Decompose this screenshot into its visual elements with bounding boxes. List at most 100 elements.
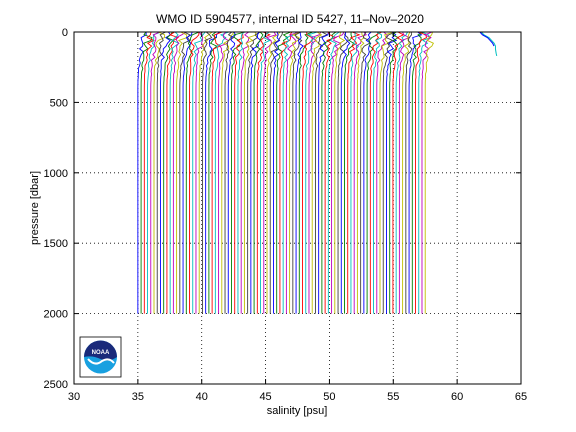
profile-line xyxy=(240,31,250,314)
profile-line xyxy=(392,31,405,314)
profile-line xyxy=(415,31,428,314)
profile-line xyxy=(363,31,372,314)
profile-line xyxy=(418,31,431,314)
outlier-profile-line xyxy=(479,31,495,47)
profile-line xyxy=(237,31,245,314)
profile-line xyxy=(379,31,395,314)
profile-line xyxy=(314,31,329,314)
profile-line xyxy=(224,31,235,314)
profile-line xyxy=(337,31,349,314)
profile-line xyxy=(353,31,367,314)
profile-line xyxy=(285,31,301,314)
x-tick-label: 50 xyxy=(323,391,335,403)
profile-line xyxy=(195,31,205,314)
x-tick-label: 30 xyxy=(68,391,80,403)
profile-line xyxy=(276,31,291,314)
profile-line xyxy=(243,31,258,314)
x-tick-label: 45 xyxy=(259,391,271,403)
profile-line xyxy=(350,31,360,314)
profile-line xyxy=(366,31,380,314)
profile-line xyxy=(421,31,433,314)
profile-line xyxy=(282,31,297,314)
y-tick-label: 2000 xyxy=(44,309,68,321)
profile-line xyxy=(214,31,230,314)
profile-line xyxy=(398,31,411,314)
profile-line xyxy=(250,31,262,314)
chart-title: WMO ID 5904577, internal ID 5427, 11–Nov… xyxy=(156,12,424,26)
profile-line xyxy=(318,31,329,314)
profile-line xyxy=(340,31,351,314)
y-axis-ticks: 0 500 1000 1500 2000 2500 xyxy=(44,27,521,391)
profile-line xyxy=(198,31,213,314)
y-tick-label: 1500 xyxy=(44,238,68,250)
profile-line xyxy=(382,31,396,314)
profile-line xyxy=(273,31,281,314)
profile-line xyxy=(260,31,271,314)
x-tick-label: 55 xyxy=(387,391,399,403)
profile-line xyxy=(189,31,200,314)
profile-line xyxy=(192,31,206,314)
profile-line xyxy=(182,31,193,314)
profile-line xyxy=(169,31,180,314)
profile-line xyxy=(247,31,261,314)
profile-line xyxy=(153,31,166,314)
profile-line xyxy=(373,31,383,314)
profile-line xyxy=(208,31,218,314)
profile-line xyxy=(334,31,346,314)
profile-line xyxy=(140,31,153,314)
profile-line xyxy=(156,31,166,314)
y-axis-label: pressure [dbar] xyxy=(29,171,41,245)
profile-line xyxy=(166,31,180,314)
profile-line xyxy=(289,31,301,314)
plot-area xyxy=(137,31,498,314)
profile-line xyxy=(376,31,388,314)
x-tick-label: 35 xyxy=(132,391,144,403)
profile-line xyxy=(234,31,244,314)
profile-line xyxy=(424,31,434,314)
x-tick-label: 60 xyxy=(451,391,463,403)
profile-line xyxy=(269,31,284,314)
profile-line xyxy=(211,31,223,314)
profile-line xyxy=(263,31,277,314)
profile-line xyxy=(150,31,161,314)
x-axis-label: salinity [psu] xyxy=(267,405,328,417)
profile-line xyxy=(327,31,340,314)
profile-line xyxy=(389,31,400,314)
profile-line xyxy=(205,31,220,314)
x-tick-label: 40 xyxy=(196,391,208,403)
profile-line xyxy=(292,31,303,314)
profile-line xyxy=(347,31,361,314)
profile-line xyxy=(369,31,382,314)
profile-line xyxy=(411,31,425,314)
y-tick-label: 1000 xyxy=(44,168,68,180)
profile-line xyxy=(302,31,313,314)
profile-line xyxy=(386,31,398,314)
y-tick-label: 2500 xyxy=(44,379,68,391)
svg-text:NOAA: NOAA xyxy=(92,350,110,356)
profile-line xyxy=(356,31,365,314)
profile-line xyxy=(176,31,188,314)
profile-line xyxy=(408,31,423,314)
noaa-logo: NOAA xyxy=(79,336,122,378)
profile-line xyxy=(143,31,156,314)
profile-line xyxy=(160,31,172,314)
profile-line xyxy=(137,31,147,314)
profile-line xyxy=(395,31,408,314)
x-axis-ticks: 30 35 40 45 50 55 60 65 xyxy=(68,32,527,403)
profile-line xyxy=(405,31,413,314)
profile-line xyxy=(172,31,187,314)
profile-line xyxy=(201,31,213,314)
outlier-profile-line xyxy=(481,31,498,57)
profile-line xyxy=(227,31,237,314)
profile-line xyxy=(279,31,293,314)
profile-line xyxy=(231,31,246,314)
profile-line xyxy=(311,31,323,314)
profile-line xyxy=(221,31,235,314)
profile-line xyxy=(324,31,337,314)
profile-line xyxy=(305,31,318,314)
profile-line xyxy=(179,31,191,314)
profile-line xyxy=(256,31,271,314)
x-tick-label: 65 xyxy=(515,391,527,403)
profile-line xyxy=(298,31,314,314)
profile-line xyxy=(295,31,304,314)
